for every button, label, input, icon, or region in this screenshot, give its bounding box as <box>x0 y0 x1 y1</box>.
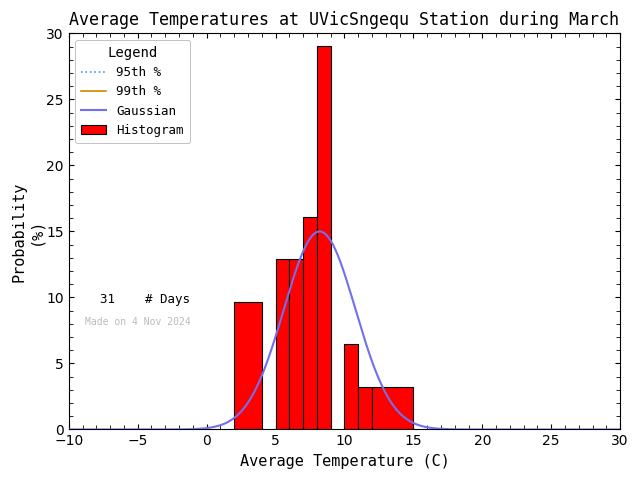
Bar <box>317 46 331 430</box>
X-axis label: Average Temperature (C): Average Temperature (C) <box>239 454 449 469</box>
Bar <box>234 302 262 430</box>
Bar <box>276 259 289 430</box>
Bar <box>344 344 358 430</box>
Y-axis label: Probability
(%): Probability (%) <box>11 181 44 282</box>
Bar <box>303 216 317 430</box>
Title: Average Temperatures at UVicSngequ Station during March: Average Temperatures at UVicSngequ Stati… <box>70 11 620 29</box>
Text: Made on 4 Nov 2024: Made on 4 Nov 2024 <box>85 317 191 326</box>
Legend: 95th %, 99th %, Gaussian, Histogram: 95th %, 99th %, Gaussian, Histogram <box>75 40 190 143</box>
Bar <box>289 259 303 430</box>
Text: 31    # Days: 31 # Days <box>85 293 190 306</box>
Bar <box>358 387 372 430</box>
Bar <box>372 387 413 430</box>
